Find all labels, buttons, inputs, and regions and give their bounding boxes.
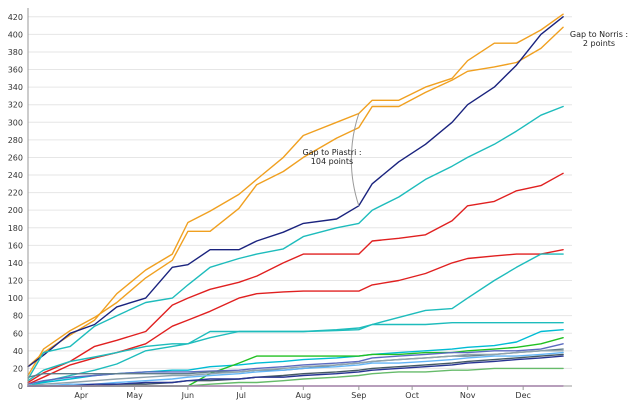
y-tick-label: 380 bbox=[8, 48, 23, 57]
series-line-navy-b bbox=[27, 355, 564, 387]
y-tick-label: 200 bbox=[8, 206, 23, 215]
series-line-navy bbox=[27, 16, 564, 368]
y-tick-label: 400 bbox=[8, 30, 23, 39]
piastri-gap-label-line2: 104 points bbox=[311, 157, 353, 166]
y-tick-label: 120 bbox=[8, 277, 23, 286]
y-tick-label: 240 bbox=[8, 171, 23, 180]
x-tick-label: Aug bbox=[296, 391, 312, 400]
x-tick-label: Dec bbox=[515, 391, 530, 400]
series-line-teal-a bbox=[27, 105, 564, 380]
gridlines bbox=[28, 16, 572, 387]
x-tick-label: Jul bbox=[235, 391, 246, 400]
y-tick-label: 340 bbox=[8, 83, 23, 92]
series-line-orange-a bbox=[27, 26, 564, 377]
series-line-slate bbox=[27, 348, 564, 378]
piastri-gap-label-line1: Gap to Piastri : bbox=[302, 148, 361, 157]
y-tick-label: 280 bbox=[8, 136, 23, 145]
y-tick-label: 180 bbox=[8, 224, 23, 233]
series-line-teal-c bbox=[27, 322, 564, 382]
y-tick-label: 0 bbox=[18, 382, 23, 391]
series-line-red-a bbox=[27, 172, 564, 384]
y-tick-label: 40 bbox=[13, 347, 23, 356]
y-tick-label: 20 bbox=[13, 364, 23, 373]
y-tick-label: 260 bbox=[8, 153, 23, 162]
y-tick-label: 100 bbox=[8, 294, 23, 303]
y-tick-label: 60 bbox=[13, 329, 23, 338]
y-tick-label: 360 bbox=[8, 66, 23, 75]
x-tick-label: Sep bbox=[351, 391, 366, 400]
x-tick-label: Nov bbox=[460, 391, 476, 400]
series-line-blue-gray-b bbox=[27, 350, 564, 387]
series-line-red-b bbox=[27, 248, 564, 385]
norris-gap-label-line2: 2 points bbox=[583, 39, 615, 48]
y-tick-label: 160 bbox=[8, 241, 23, 250]
y-tick-label: 140 bbox=[8, 259, 23, 268]
x-tick-label: Apr bbox=[74, 391, 89, 400]
series-line-cyan bbox=[27, 329, 564, 387]
series-line-dark-gray bbox=[27, 353, 564, 387]
axes: 0 20 40 60 80 100 120 140 160 180 200 220 240 260 280 3… bbox=[8, 8, 572, 400]
norris-gap-label-line1: Gap to Norris : bbox=[570, 30, 628, 39]
x-tick-label: Oct bbox=[405, 391, 419, 400]
y-tick-label: 420 bbox=[8, 13, 23, 22]
x-tick-label: Jun bbox=[181, 391, 195, 400]
series-line-orange-b bbox=[27, 13, 564, 368]
y-tick-label: 320 bbox=[8, 101, 23, 110]
y-tick-label: 80 bbox=[13, 312, 23, 321]
annotations: Gap to Piastri : 104 points Gap to Norri… bbox=[302, 30, 628, 206]
x-tick-label: May bbox=[126, 391, 143, 400]
piastri-gap-bracket bbox=[350, 113, 360, 206]
y-tick-label: 300 bbox=[8, 118, 23, 127]
y-tick-label: 220 bbox=[8, 189, 23, 198]
series-line-light-blue bbox=[27, 351, 564, 387]
series-lines bbox=[27, 13, 564, 387]
